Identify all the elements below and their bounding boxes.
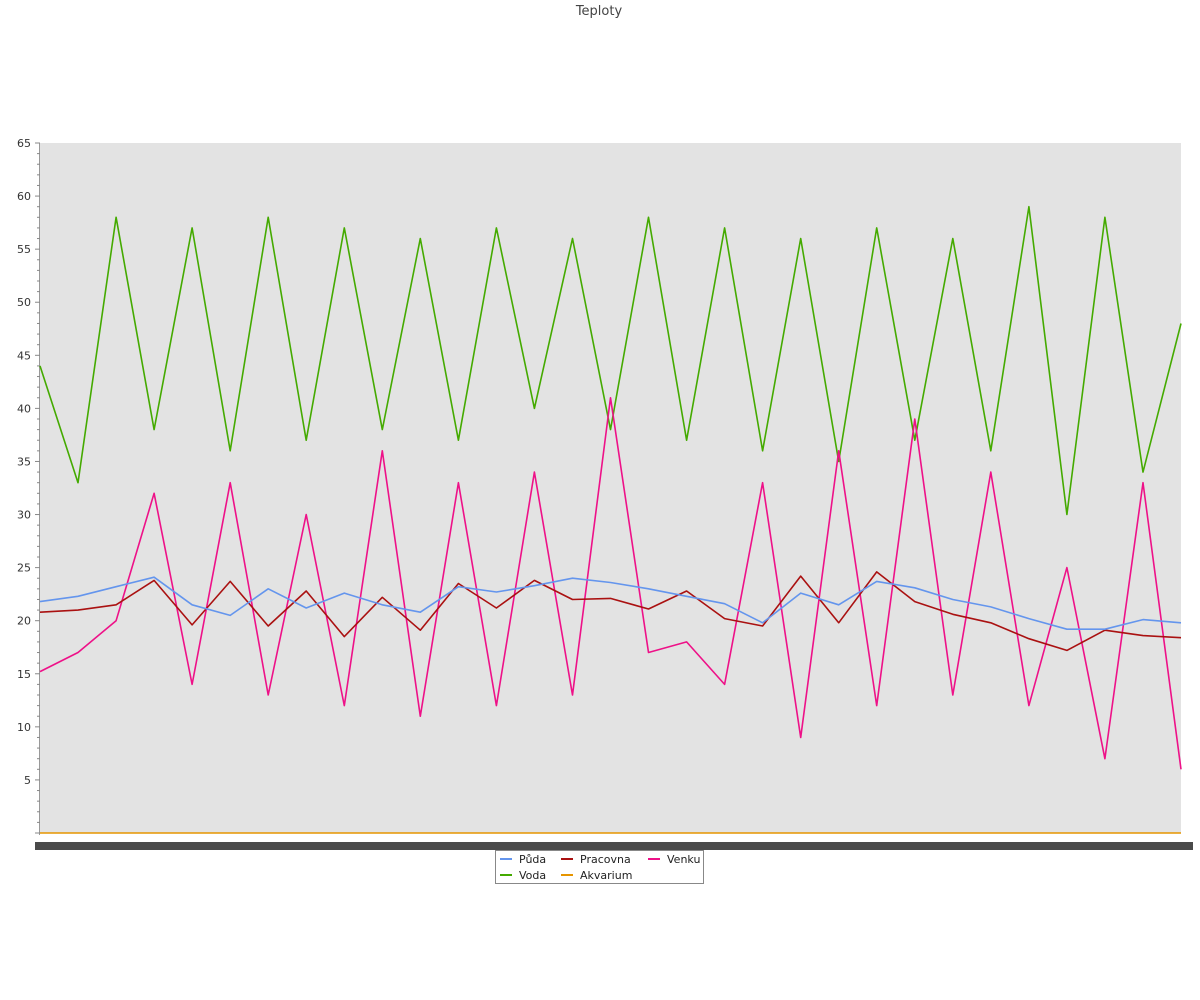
legend-label-puda: Půda [519,853,547,866]
y-axis: 5 10 15 20 25 30 35 40 45 50 55 60 65 [17,137,40,835]
legend-label-akvarium: Akvarium [580,869,633,882]
series-line-pracovna [39,571,1182,652]
series-line-puda [39,576,1182,631]
legend-swatch-puda [500,858,512,860]
plot-area [40,143,1181,833]
y-tick-label: 30 [17,509,31,522]
y-tick-label: 35 [17,455,31,468]
series-line-voda [39,205,1182,516]
y-tick-label: 40 [17,402,31,415]
legend-label-voda: Voda [519,869,547,882]
y-tick-label: 45 [17,349,31,362]
y-tick-label: 20 [17,615,31,628]
legend-item-pracovna: Pracovna [561,853,631,867]
x-axis [35,842,1193,850]
legend-item-akvarium: Akvarium [561,869,632,883]
legend-swatch-pracovna [561,858,573,860]
legend-swatch-venku [648,858,660,860]
y-tick-label: 15 [17,668,31,681]
legend-swatch-voda [500,874,512,876]
legend-swatch-akvarium [561,874,573,876]
y-tick-label: 65 [17,137,31,150]
legend-label-pracovna: Pracovna [580,853,631,866]
legend-item-voda: Voda [500,869,546,883]
legend-item-venku: Venku [648,853,700,867]
y-tick-label: 5 [24,774,31,787]
x-axis-tick-band [35,842,1193,850]
series-layer [39,205,1182,834]
y-tick-label: 60 [17,190,31,203]
legend-item-puda: Půda [500,853,546,867]
y-tick-label: 50 [17,296,31,309]
legend-label-venku: Venku [667,853,701,866]
legend: Půda Pracovna Venku Voda Akvarium [495,850,704,884]
y-tick-label: 55 [17,243,31,256]
y-tick-label: 25 [17,562,31,575]
chart-title: Teploty [575,4,623,19]
y-tick-label: 10 [17,721,31,734]
series-line-venku [39,396,1182,770]
